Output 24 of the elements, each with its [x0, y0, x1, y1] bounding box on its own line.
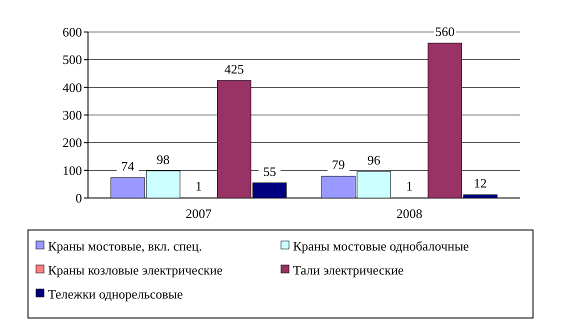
y-tick-label: 600	[62, 24, 82, 40]
data-label: 96	[367, 152, 381, 168]
legend-label: Краны мостовые, вкл. спец.	[48, 238, 202, 254]
y-tick-label: 200	[62, 135, 82, 150]
legend-label: Тележки однорельсовые	[48, 286, 184, 302]
data-label: 1	[406, 178, 413, 194]
x-tick-label: 2008	[396, 206, 422, 221]
y-tick-label: 300	[62, 108, 82, 123]
data-label: 1	[195, 178, 202, 194]
data-label: 79	[332, 157, 345, 172]
legend-label: Тали электрические	[293, 262, 404, 278]
y-tick-label: 400	[62, 80, 82, 95]
data-label: 425	[224, 61, 244, 76]
y-tick-label: 100	[62, 162, 82, 178]
data-label: 560	[435, 24, 455, 40]
y-tick-label: 500	[62, 52, 82, 68]
y-tick-label: 0	[76, 190, 82, 206]
legend-label: Краны козловые электрические	[48, 262, 223, 278]
data-label: 55	[263, 164, 276, 179]
data-label: 74	[121, 158, 135, 174]
legend-label: Краны мостовые однобалочные	[293, 238, 470, 254]
data-label: 12	[474, 176, 487, 191]
data-label: 98	[156, 152, 170, 167]
x-tick-label: 2007	[186, 206, 212, 221]
